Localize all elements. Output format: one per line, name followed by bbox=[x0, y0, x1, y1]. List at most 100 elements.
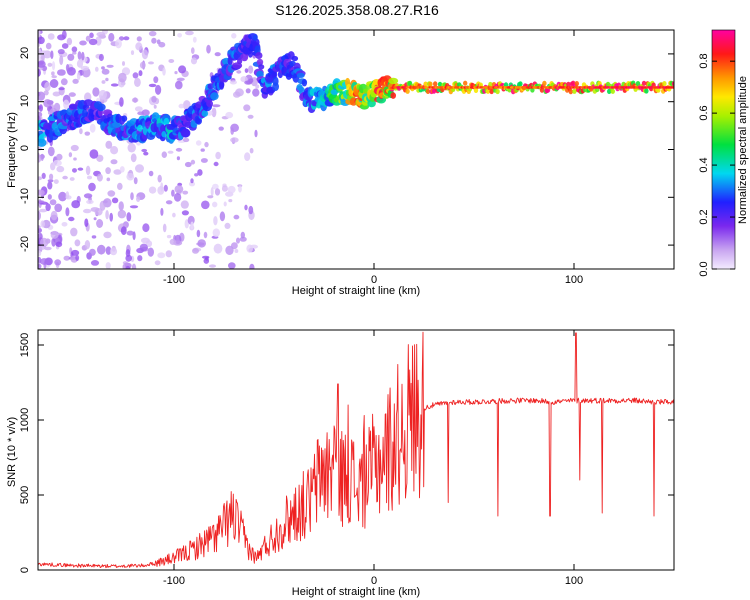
spectrogram-noise-blob bbox=[113, 169, 122, 175]
spectrogram-noise-blob bbox=[182, 190, 189, 195]
spectrogram-noise-blob bbox=[228, 199, 233, 203]
spectrogram-noise-blob bbox=[49, 79, 59, 88]
spectrogram-heat-layer bbox=[38, 30, 674, 269]
spectrogram-noise-blob bbox=[137, 255, 143, 262]
spectrogram-tick-y-1: 10 bbox=[19, 95, 31, 107]
colorbar-tick-2: 0.4 bbox=[698, 157, 710, 172]
spectrogram-ridge-blob bbox=[518, 81, 523, 87]
spectrogram-noise-blob bbox=[244, 68, 249, 73]
spectrogram-ridge-blob bbox=[662, 81, 667, 87]
spectrogram-noise-blob bbox=[85, 165, 91, 176]
spectrogram-noise-blob bbox=[40, 153, 44, 161]
spectrogram-noise-blob bbox=[145, 240, 153, 248]
spectrogram-noise-blob bbox=[206, 44, 211, 54]
snr-panel: -100 0 100 1500 1000 500 0 Height of str… bbox=[6, 329, 675, 598]
spectrogram-noise-blob bbox=[130, 192, 134, 201]
spectrogram-noise-blob bbox=[157, 252, 166, 259]
spectrogram-noise-blob bbox=[62, 175, 68, 180]
spectrogram-noise-blob bbox=[247, 114, 254, 119]
spectrogram-noise-blob bbox=[88, 182, 96, 192]
spectrogram-noise-blob bbox=[148, 83, 157, 88]
spectrogram-noise-blob bbox=[43, 99, 52, 108]
spectrogram-noise-blob bbox=[119, 97, 124, 107]
spectrogram-noise-blob bbox=[254, 129, 258, 138]
spectrogram-ridge-blob bbox=[437, 81, 443, 87]
spectrogram-noise-blob bbox=[221, 185, 228, 192]
spectrogram-noise-blob bbox=[80, 65, 90, 71]
spectrogram-noise-blob bbox=[191, 47, 195, 54]
spectrogram-noise-blob bbox=[240, 231, 245, 239]
spectrogram-noise-blob bbox=[207, 195, 214, 199]
spectrogram-noise-blob bbox=[105, 140, 113, 149]
spectrogram-tick-y-3: -10 bbox=[19, 188, 31, 204]
spectrogram-noise-blob bbox=[77, 51, 82, 60]
spectrogram-noise-blob bbox=[136, 36, 142, 42]
spectrogram-noise-blob bbox=[89, 248, 96, 256]
spectrogram-noise-blob bbox=[161, 151, 167, 158]
spectrogram-noise-blob bbox=[212, 228, 220, 237]
spectrogram-noise-blob bbox=[68, 92, 76, 97]
spectrogram-noise-blob bbox=[118, 201, 124, 211]
spectrogram-noise-blob bbox=[212, 183, 219, 190]
spectrogram-noise-blob bbox=[105, 210, 109, 220]
snr-tick-y-1: 1000 bbox=[19, 408, 31, 432]
spectrogram-noise-blob bbox=[240, 76, 248, 83]
spectrogram-noise-blob bbox=[38, 225, 41, 229]
spectrogram-noise-blob bbox=[132, 72, 139, 79]
spectrogram-noise-blob bbox=[55, 241, 63, 248]
spectrogram-ridge-blob bbox=[423, 81, 428, 87]
spectrogram-noise-blob bbox=[40, 237, 49, 248]
spectrogram-ridge-blob bbox=[610, 88, 615, 94]
spectrogram-noise-blob bbox=[185, 30, 194, 36]
spectrogram-noise-blob bbox=[38, 200, 45, 204]
spectrogram-noise-blob bbox=[38, 176, 43, 181]
spectrogram-noise-blob bbox=[151, 37, 157, 44]
spectrogram-noise-blob bbox=[97, 244, 106, 255]
spectrogram-noise-blob bbox=[248, 65, 254, 74]
spectrogram-noise-blob bbox=[56, 165, 65, 173]
spectrogram-noise-blob bbox=[73, 157, 77, 161]
spectrogram-noise-blob bbox=[184, 161, 192, 168]
spectrogram-noise-blob bbox=[47, 179, 54, 183]
spectrogram-noise-blob bbox=[200, 148, 205, 152]
spectrogram-noise-blob bbox=[38, 210, 41, 221]
colorbar-tick-3: 0.6 bbox=[698, 105, 710, 120]
spectrogram-noise-blob bbox=[84, 208, 89, 213]
spectrogram-noise-blob bbox=[244, 152, 251, 162]
spectrogram-noise-blob bbox=[174, 71, 178, 75]
spectrogram-noise-blob bbox=[214, 188, 221, 196]
spectrogram-noise-blob bbox=[99, 200, 106, 211]
spectrogram-noise-blob bbox=[93, 217, 97, 221]
colorbar: 0.0 0.2 0.4 0.6 0.8 Normalized spectral … bbox=[698, 29, 749, 277]
spectrogram-noise-blob bbox=[54, 259, 62, 266]
spectrogram-noise-blob bbox=[81, 51, 85, 61]
spectrogram-noise-blob bbox=[225, 111, 234, 119]
spectrogram-core-blob bbox=[671, 86, 674, 89]
spectrogram-noise-blob bbox=[63, 99, 70, 110]
spectrogram-ridge-blob bbox=[473, 87, 479, 93]
spectrogram-noise-blob bbox=[38, 36, 45, 45]
spectrogram-noise-blob bbox=[190, 159, 196, 165]
spectrogram-noise-blob bbox=[119, 166, 125, 173]
spectrogram-noise-blob bbox=[41, 172, 46, 179]
spectrogram-noise-blob bbox=[102, 200, 108, 204]
spectrogram-noise-blob bbox=[49, 199, 57, 206]
spectrogram-noise-blob bbox=[38, 104, 44, 112]
spectrogram-noise-blob bbox=[153, 104, 157, 109]
spectrogram-noise-blob bbox=[249, 147, 254, 154]
spectrogram-noise-blob bbox=[175, 147, 183, 152]
spectrogram-noise-blob bbox=[244, 204, 248, 211]
spectrogram-noise-blob bbox=[47, 146, 55, 157]
spectrogram-ridge-blob bbox=[163, 117, 170, 126]
spectrogram-noise-blob bbox=[47, 33, 55, 40]
spectrogram-ridge-blob bbox=[433, 81, 438, 87]
spectrogram-noise-blob bbox=[134, 106, 143, 112]
spectrogram-noise-blob bbox=[92, 87, 100, 97]
spectrogram-noise-blob bbox=[54, 203, 63, 213]
spectrogram-noise-blob bbox=[40, 220, 45, 228]
spectrogram-noise-blob bbox=[84, 131, 91, 136]
spectrogram-ridge-blob bbox=[207, 83, 215, 90]
spectrogram-ridge-blob bbox=[272, 82, 279, 91]
spectrogram-noise-blob bbox=[224, 222, 231, 229]
